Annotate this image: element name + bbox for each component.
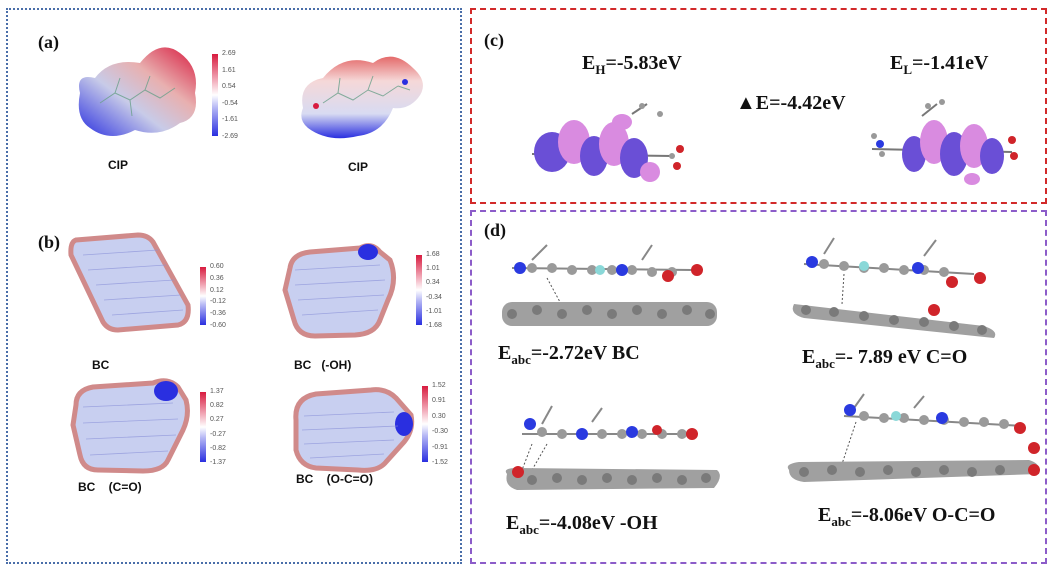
panel-a-label: (a)	[38, 32, 59, 52]
bc-ococ-label: BC (O-C=O)	[296, 472, 373, 486]
bc-label: BC	[92, 358, 110, 372]
panel-d-label: (d)	[484, 220, 506, 240]
colorbar-bc: 0.60 0.36 0.12 -0.12 -0.36 -0.60	[200, 263, 226, 329]
homo-orbital	[531, 103, 684, 182]
cip-on-bc-ococ-structure	[787, 393, 1040, 482]
colorbar-cip: 2.69 1.61 0.54 -0.54 -1.61 -2.69	[212, 50, 238, 140]
bc-ococ-esp-surface	[293, 387, 415, 473]
cip-on-bc-oh-structure	[505, 405, 720, 490]
cip-label-1: CIP	[108, 158, 129, 172]
lumo-orbital	[871, 99, 1018, 185]
colorbar-bc-oh: 1.68 1.01 0.34 -0.34 -1.01 -1.68	[416, 251, 442, 329]
energy-gap: ▲E=-4.42eV	[736, 92, 846, 114]
eabc-bc: Eabc=-2.72eV BC	[498, 342, 640, 367]
bc-oh-label: BC (-OH)	[294, 358, 352, 372]
esp-panel: (a) 2.69	[6, 8, 462, 564]
bc-oh-esp-surface	[282, 243, 396, 339]
homo-lumo-panel: (c) EH=-5.83eV EL=-1.41eV ▲E=-4.42eV	[470, 8, 1047, 204]
colorbar-bc-ococ: 1.52 0.91 0.30 -0.30 -0.91 -1.52	[422, 382, 448, 466]
cip-on-bc-co-structure	[792, 237, 996, 338]
eabc-co: Eabc=- 7.89 eV C=O	[802, 346, 968, 371]
bc-esp-surface	[68, 232, 191, 333]
panel-b-label: (b)	[38, 232, 60, 252]
lumo-energy: EL=-1.41eV	[890, 52, 989, 77]
panel-c-label: (c)	[484, 30, 504, 50]
colorbar-bc-co: 1.37 0.82 0.27 -0.27 -0.82 -1.37	[200, 388, 226, 466]
bc-co-label: BC (C=O)	[78, 480, 142, 494]
cip-esp-surface-1	[78, 47, 196, 137]
cip-on-bc-structure	[502, 244, 717, 326]
homo-energy: EH=-5.83eV	[582, 52, 682, 77]
eabc-ococ: Eabc=-8.06eV O-C=O	[818, 504, 996, 529]
cip-label-2: CIP	[348, 160, 369, 174]
bc-co-esp-surface	[70, 378, 190, 474]
cip-esp-surface-2	[301, 56, 423, 139]
adsorption-panel: (d) Eabc=-2.72eV BC	[470, 210, 1047, 564]
eabc-oh: Eabc=-4.08eV -OH	[506, 512, 658, 537]
